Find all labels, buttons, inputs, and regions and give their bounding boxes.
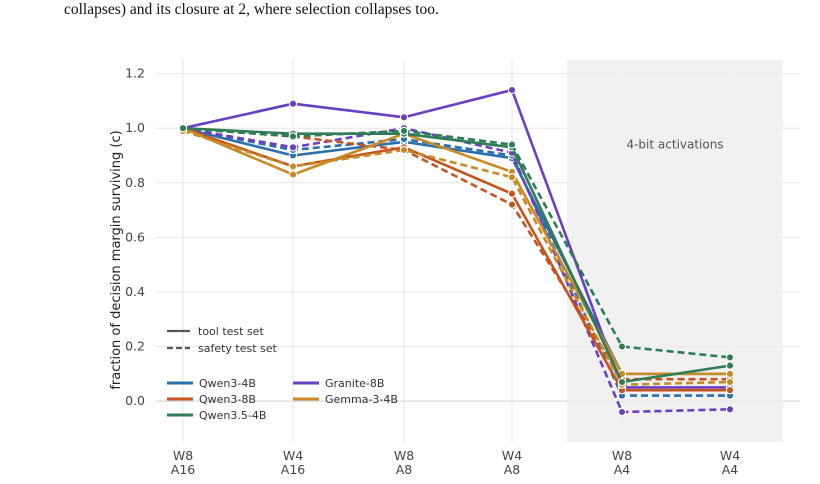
- legend-label-model: Gemma-3-4B: [325, 393, 398, 406]
- legend-label-linestyle: safety test set: [198, 342, 278, 355]
- data-point-gemma-3-4b-safety: [288, 162, 298, 171]
- data-point-qwen3-5-4b-safety: [288, 132, 298, 141]
- data-point-qwen3-8b-tool: [507, 189, 517, 198]
- series-line-qwen3-5-4b-safety: [182, 126, 731, 359]
- data-point-granite-8b-tool: [288, 99, 298, 108]
- x-tick-label: W4 A8: [502, 448, 522, 477]
- data-point-granite-8b-tool: [399, 113, 409, 122]
- data-point-qwen3-5-4b-safety: [507, 140, 517, 149]
- series-line-qwen3-4b-safety: [182, 126, 730, 397]
- series-line-qwen3-8b-tool: [182, 126, 730, 392]
- data-point-gemma-3-4b-safety: [725, 377, 735, 387]
- series-line-gemma-3-4b-tool: [182, 127, 730, 376]
- data-point-gemma-3-4b-tool: [725, 369, 735, 378]
- data-point-granite-8b-tool: [507, 85, 517, 95]
- series-line-granite-8b-tool: [182, 88, 730, 389]
- data-point-gemma-3-4b-tool: [288, 170, 298, 179]
- data-point-qwen3-5-4b-safety: [617, 342, 627, 351]
- data-point-qwen3-5-4b-safety: [725, 353, 735, 362]
- legend-label-model: Qwen3-8B: [199, 393, 256, 406]
- data-point-gemma-3-4b-safety: [399, 145, 409, 155]
- legend-label-model: Granite-8B: [325, 377, 384, 390]
- y-tick-label: 0.4: [125, 284, 145, 299]
- y-tick-label: 0.8: [125, 175, 145, 190]
- y-tick-label: 0.0: [125, 393, 145, 408]
- legend-label-model: Qwen3-4B: [199, 377, 256, 390]
- data-point-qwen3-5-4b-safety: [399, 126, 409, 136]
- shaded-region-label: 4-bit activations: [626, 138, 723, 152]
- data-point-gemma-3-4b-safety: [507, 173, 517, 182]
- data-point-granite-8b-safety: [725, 405, 735, 414]
- data-point-qwen3-8b-tool: [725, 386, 735, 395]
- y-tick-label: 0.6: [125, 229, 145, 244]
- data-point-qwen3-5-4b-tool: [725, 361, 735, 370]
- x-tick-label: W4 A16: [281, 448, 306, 477]
- shaded-region-4bit: [567, 60, 783, 442]
- x-tick-label: W4 A4: [720, 448, 740, 477]
- data-point-granite-8b-safety: [288, 143, 298, 152]
- x-tick-label: W8 A8: [394, 448, 414, 477]
- y-tick-label: 1.0: [125, 120, 145, 135]
- legend-label-linestyle: tool test set: [198, 325, 264, 338]
- y-tick-label: 0.2: [125, 339, 145, 354]
- figure-caption-fragment: collapses) and its closure at 2, where s…: [64, 1, 439, 18]
- data-point-granite-8b-safety: [617, 407, 627, 417]
- x-tick-label: W8 A4: [612, 448, 632, 477]
- data-point-qwen3-5-4b-safety: [178, 124, 188, 133]
- y-axis-label: fraction of decision margin surviving (c…: [109, 130, 124, 389]
- series-line-qwen3-5-4b-tool: [182, 126, 731, 384]
- data-point-qwen3-8b-safety: [507, 200, 517, 209]
- x-tick-label: W8 A16: [171, 448, 196, 477]
- data-point-qwen3-5-4b-tool: [617, 377, 627, 387]
- legend-label-model: Qwen3.5-4B: [199, 409, 266, 422]
- y-tick-label: 1.2: [125, 66, 145, 81]
